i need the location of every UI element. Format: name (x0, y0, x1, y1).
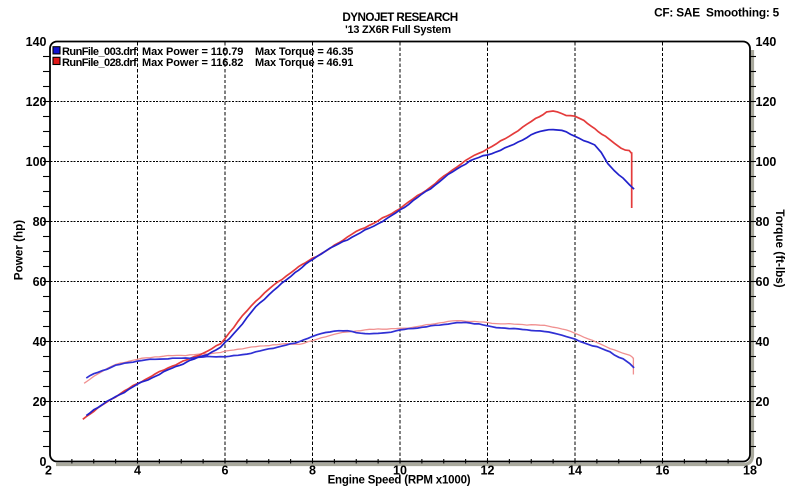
svg-text:'13 ZX6R Full System: '13 ZX6R Full System (345, 24, 451, 36)
svg-text:Max Torque = 46.35: Max Torque = 46.35 (255, 46, 353, 58)
svg-text:4: 4 (134, 464, 141, 478)
svg-text:Torque (ft-lbs): Torque (ft-lbs) (773, 209, 786, 287)
svg-text:140: 140 (756, 35, 777, 49)
svg-text:60: 60 (33, 275, 47, 289)
svg-text:120: 120 (756, 95, 777, 109)
svg-text:80: 80 (756, 215, 770, 229)
svg-text:10: 10 (393, 464, 407, 478)
svg-text:Power (hp): Power (hp) (12, 220, 25, 280)
svg-text:80: 80 (33, 215, 47, 229)
svg-text:140: 140 (26, 35, 47, 49)
svg-text:DYNOJET RESEARCH: DYNOJET RESEARCH (342, 11, 457, 24)
svg-text:100: 100 (26, 155, 47, 169)
svg-text:20: 20 (33, 395, 47, 409)
svg-text:120: 120 (26, 95, 47, 109)
svg-text:RunFile_003.drf: RunFile_003.drf (62, 46, 137, 58)
svg-text:6: 6 (222, 464, 229, 478)
svg-text:Engine Speed (RPM x1000): Engine Speed (RPM x1000) (328, 475, 471, 487)
svg-text:8: 8 (309, 464, 316, 478)
svg-text:CF: SAE Smoothing: 5: CF: SAE Smoothing: 5 (654, 6, 780, 20)
svg-text:40: 40 (756, 335, 770, 349)
svg-text:18: 18 (743, 464, 757, 478)
svg-text:20: 20 (756, 395, 770, 409)
svg-text:100: 100 (756, 155, 777, 169)
svg-text:0: 0 (756, 455, 763, 469)
svg-text:Max Power = 116.82: Max Power = 116.82 (142, 57, 243, 69)
svg-text:Max Torque = 46.91: Max Torque = 46.91 (255, 57, 353, 69)
svg-text:16: 16 (656, 464, 670, 478)
svg-text:RunFile_028.drf: RunFile_028.drf (62, 57, 137, 69)
svg-text:2: 2 (45, 464, 52, 478)
svg-text:14: 14 (568, 464, 582, 478)
svg-text:0: 0 (40, 455, 47, 469)
svg-text:12: 12 (481, 464, 495, 478)
svg-text:Max Power = 110.79: Max Power = 110.79 (142, 46, 243, 58)
svg-text:40: 40 (33, 335, 47, 349)
svg-text:60: 60 (756, 275, 770, 289)
